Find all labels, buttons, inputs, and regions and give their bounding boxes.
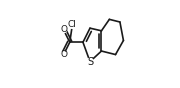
Text: Cl: Cl — [68, 20, 77, 29]
Circle shape — [60, 26, 67, 33]
Text: S: S — [87, 57, 93, 67]
Circle shape — [68, 20, 77, 29]
Circle shape — [86, 58, 94, 66]
Text: O: O — [60, 25, 67, 34]
Text: O: O — [60, 50, 67, 59]
Circle shape — [60, 51, 67, 58]
